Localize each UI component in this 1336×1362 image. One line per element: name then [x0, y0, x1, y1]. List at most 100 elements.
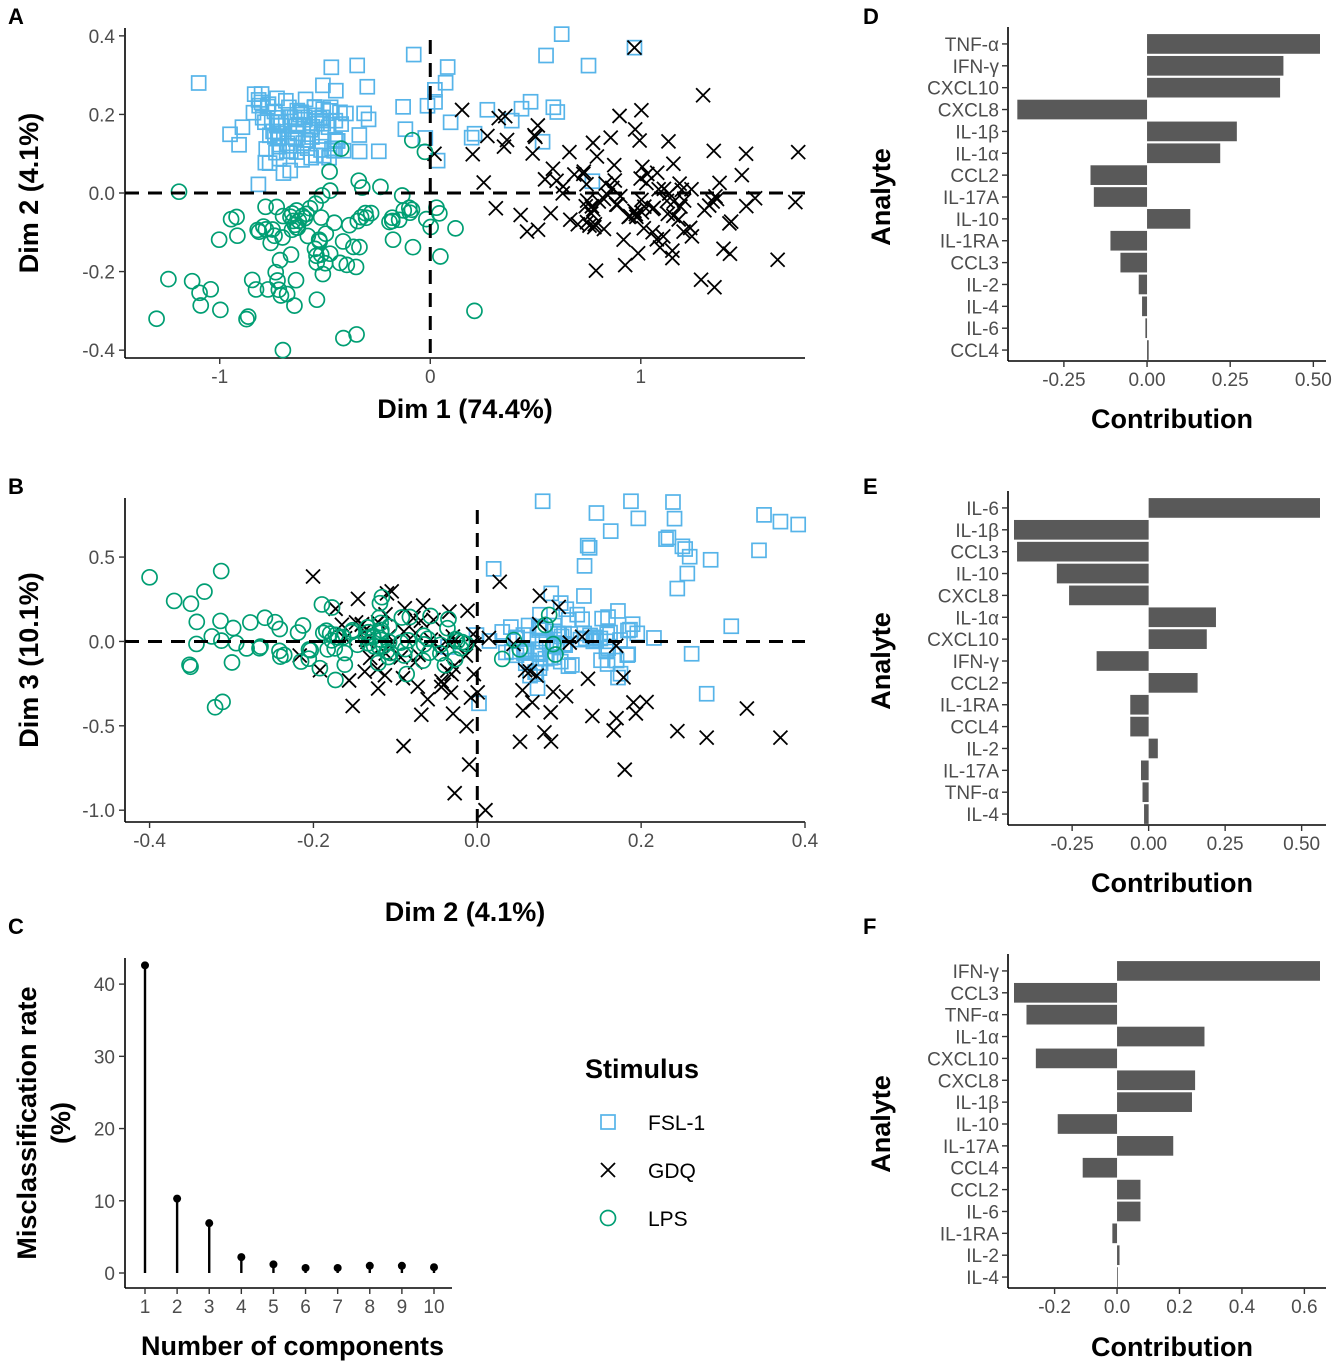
- point-fsl-1: [286, 109, 303, 126]
- bar-IL-1β: [1014, 519, 1149, 540]
- x-tick-label: 0.50: [1295, 370, 1332, 391]
- point-lps: [493, 650, 511, 668]
- point-gdq: [458, 718, 475, 734]
- point-fsl-1: [277, 92, 294, 109]
- point-lps: [262, 234, 280, 252]
- category-label: IL-10: [956, 565, 999, 586]
- bar-CCL2: [1090, 165, 1148, 185]
- category-label: CCL3: [950, 984, 999, 1005]
- point-fsl-1: [660, 529, 677, 546]
- point-gdq: [615, 669, 632, 685]
- point-lps: [420, 644, 438, 662]
- point-lps: [188, 613, 206, 631]
- category-label: IL-2: [966, 1246, 999, 1267]
- point-gdq: [454, 102, 470, 118]
- point-lps: [466, 302, 483, 320]
- point-lps: [439, 619, 456, 637]
- point-lps: [287, 271, 305, 289]
- point-gdq: [581, 217, 598, 234]
- point-lps: [403, 201, 421, 219]
- point-fsl-1: [600, 609, 616, 625]
- point-fsl-1: [534, 493, 551, 510]
- bar-IL-10: [1147, 209, 1191, 229]
- y-axis-title: Dim 2 (4.1%): [14, 113, 44, 274]
- point-fsl-1: [538, 47, 554, 64]
- point-fsl-1: [322, 102, 338, 119]
- panel-label: C: [8, 914, 24, 939]
- point-gdq: [626, 40, 643, 56]
- point-gdq: [584, 198, 600, 214]
- point-lps: [141, 568, 158, 586]
- bar-IL-1α: [1148, 607, 1216, 628]
- point-fsl-1: [370, 143, 387, 160]
- point-gdq: [634, 159, 650, 175]
- point-gdq: [675, 223, 692, 240]
- point-gdq: [536, 724, 553, 740]
- series-fsl-1: [190, 26, 643, 193]
- x-tick-label: -0.25: [1042, 370, 1085, 391]
- point-lps: [393, 187, 411, 204]
- category-label: CCL2: [950, 166, 999, 187]
- point-gdq: [345, 698, 361, 714]
- point-gdq: [514, 682, 531, 698]
- point-fsl-1: [581, 539, 598, 556]
- point-lps: [298, 205, 315, 223]
- point-gdq: [526, 127, 543, 143]
- point-fsl-1: [623, 493, 639, 510]
- point-gdq: [617, 257, 633, 273]
- point-gdq: [488, 200, 504, 216]
- point-fsl-1: [466, 125, 483, 142]
- point-lps: [547, 646, 564, 663]
- category-label: IL-4: [966, 1268, 999, 1289]
- x-tick-label: 0.25: [1212, 370, 1249, 391]
- x-axis-title: Dim 1 (74.4%): [377, 394, 553, 424]
- point-lps: [274, 341, 292, 359]
- point-lps: [343, 623, 360, 641]
- category-label: CXCL8: [938, 1071, 999, 1092]
- category-label: IL-1RA: [940, 696, 999, 717]
- bar-IL-1RA: [1112, 1223, 1118, 1244]
- point-fsl-1: [360, 111, 377, 128]
- x-tick-label: 0: [425, 367, 436, 388]
- point-lps: [336, 656, 354, 673]
- point-lps: [308, 291, 326, 309]
- point-gdq: [517, 662, 533, 678]
- point-fsl-1: [702, 551, 719, 568]
- point-lps: [238, 310, 255, 328]
- point-gdq: [660, 133, 677, 150]
- bar-IL-2: [1117, 1245, 1120, 1266]
- y-tick-label: 0.5: [89, 548, 115, 569]
- point-gdq: [591, 193, 607, 210]
- point-gdq: [634, 204, 650, 221]
- point-fsl-1: [315, 77, 331, 94]
- point-lps: [422, 607, 439, 625]
- category-label: CXCL10: [927, 630, 999, 651]
- category-label: CCL3: [950, 543, 999, 564]
- point-gdq: [545, 684, 561, 700]
- bar-IL-1RA: [1130, 694, 1149, 715]
- category-label: IL-6: [966, 319, 999, 340]
- x-tick-label: 9: [397, 1297, 408, 1318]
- point-lps: [203, 628, 221, 645]
- point-fsl-1: [772, 513, 789, 530]
- point-lps: [148, 310, 165, 328]
- point-lps: [349, 212, 367, 230]
- x-tick-label: 0.2: [628, 831, 654, 852]
- point-lps: [192, 297, 210, 314]
- bar-TNF-α: [1147, 34, 1320, 54]
- point-gdq: [644, 224, 661, 240]
- point-fsl-1: [427, 94, 443, 110]
- point-lps: [223, 654, 241, 671]
- point-gdq: [395, 738, 412, 754]
- point-lps: [390, 211, 408, 229]
- y-tick-label: 20: [94, 1120, 115, 1141]
- point-fsl-1: [359, 78, 376, 95]
- point-fsl-1: [234, 119, 251, 136]
- bar-CCL4: [1082, 1157, 1118, 1178]
- point-gdq: [379, 585, 395, 602]
- bar-IL-1RA: [1110, 230, 1148, 251]
- point-fsl-1: [271, 138, 287, 155]
- bar-IL-17A: [1117, 1136, 1174, 1156]
- category-label: IFN-γ: [953, 652, 1000, 673]
